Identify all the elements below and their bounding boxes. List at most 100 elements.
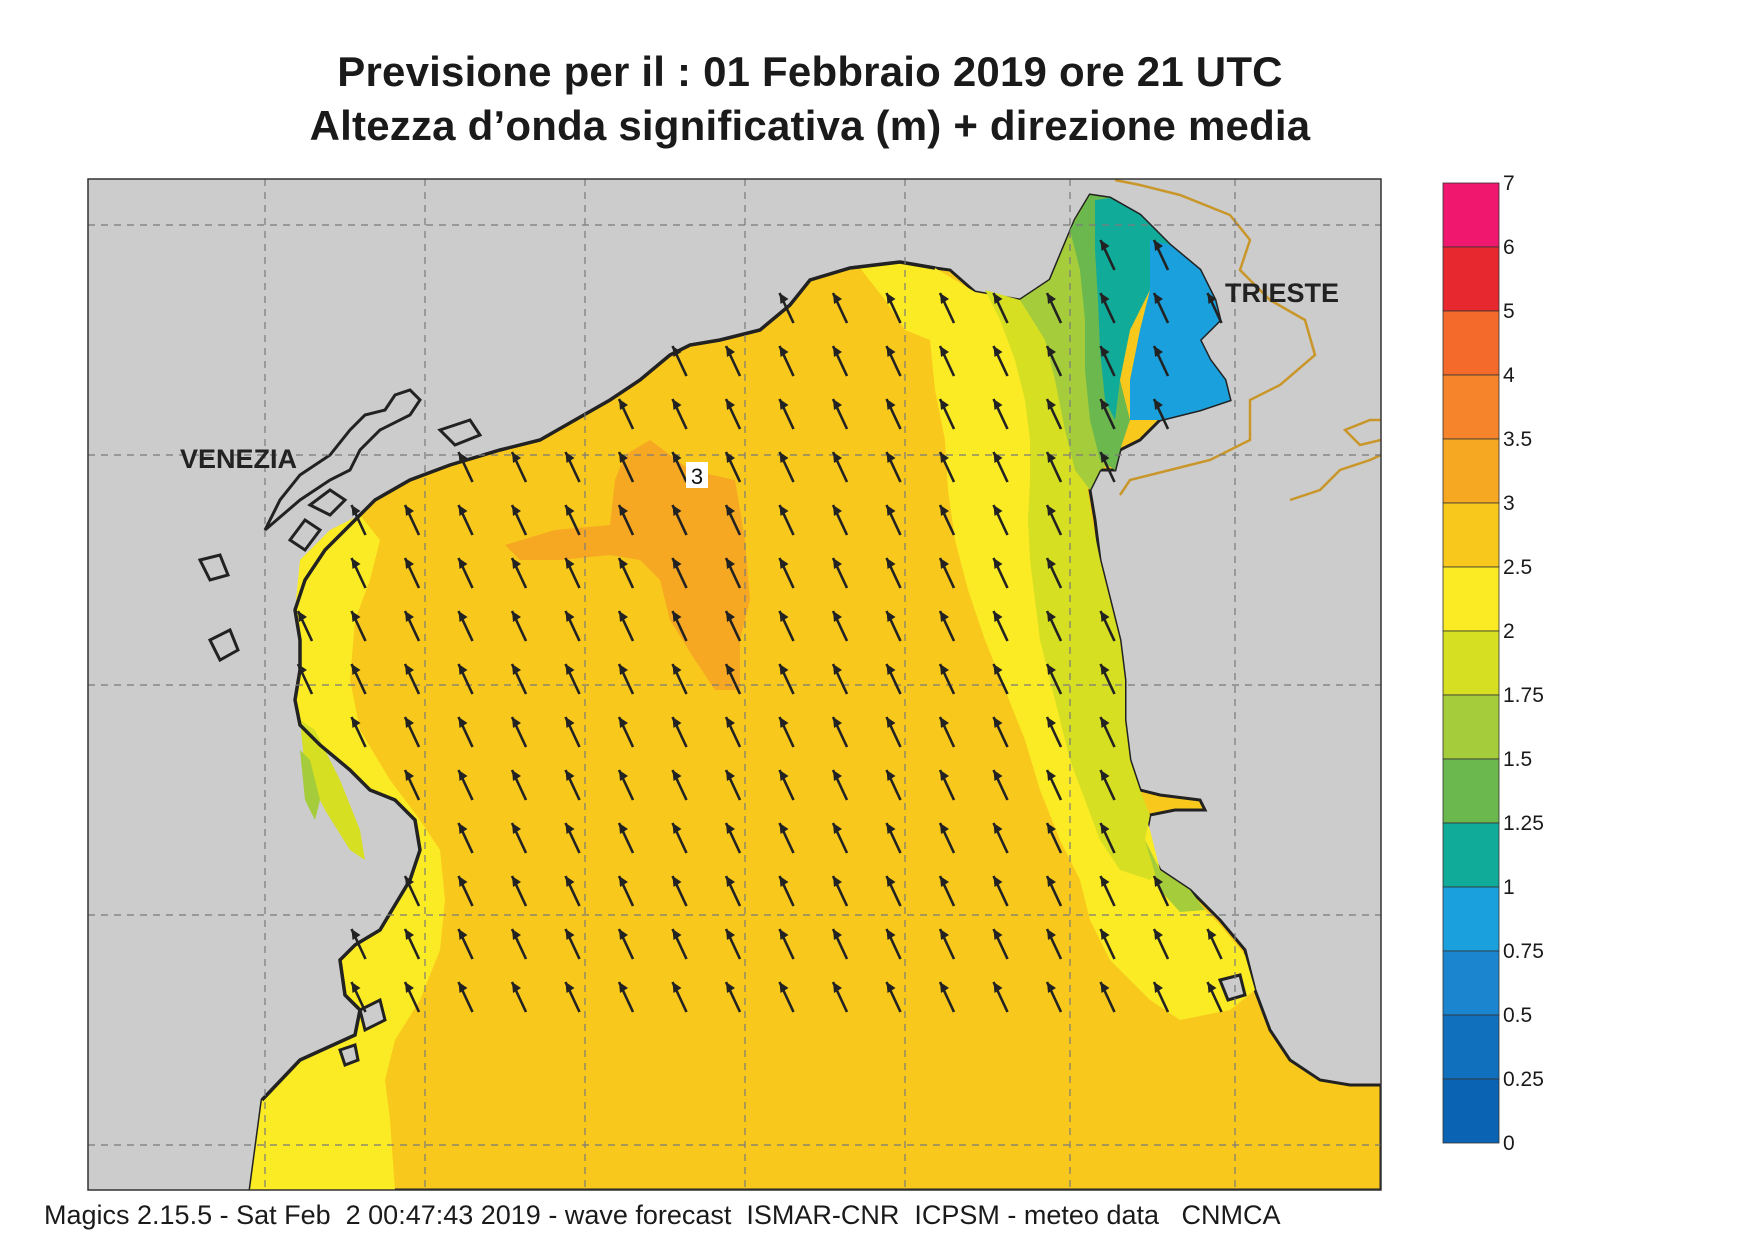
direction-arrow-head <box>886 399 896 410</box>
colorbar-swatch <box>1442 886 1500 952</box>
direction-arrow-head <box>1047 664 1056 675</box>
direction-arrow-head <box>405 770 414 781</box>
direction-arrow-head <box>726 505 735 516</box>
direction-arrow-head <box>1047 876 1056 887</box>
direction-arrow-head <box>940 664 949 675</box>
colorbar-swatch <box>1442 1014 1500 1080</box>
direction-arrow-head <box>940 770 949 781</box>
direction-arrow-head <box>940 452 949 463</box>
direction-arrow-head <box>833 346 842 357</box>
direction-arrow-head <box>940 611 949 622</box>
colorbar-label: 5 <box>1503 300 1515 323</box>
direction-arrow-head <box>512 982 521 993</box>
direction-arrow-head <box>993 664 1003 675</box>
direction-arrow-head <box>993 982 1003 993</box>
direction-arrow-head <box>405 982 414 993</box>
direction-arrow-head <box>726 770 735 781</box>
footer-credits: Magics 2.15.5 - Sat Feb 2 00:47:43 2019 … <box>44 1200 1281 1230</box>
direction-arrow-head <box>779 823 789 834</box>
direction-arrow-head <box>672 558 682 569</box>
direction-arrow-head <box>779 717 789 728</box>
direction-arrow-head <box>405 876 414 887</box>
direction-arrow-head <box>1154 399 1163 410</box>
direction-arrow-head <box>1100 982 1110 993</box>
direction-arrow-head <box>565 876 575 887</box>
direction-arrow-head <box>779 452 789 463</box>
direction-arrow-head <box>512 929 521 940</box>
direction-arrow-head <box>1100 399 1110 410</box>
direction-arrow-head <box>1100 611 1110 622</box>
direction-arrow-head <box>1154 982 1163 993</box>
direction-arrow-head <box>940 929 949 940</box>
colorbar-label: 2.5 <box>1503 556 1532 579</box>
direction-arrow-head <box>351 717 361 728</box>
sea-1p5-west <box>300 750 320 820</box>
direction-arrow-head <box>993 876 1003 887</box>
colorbar-swatch <box>1442 374 1500 440</box>
sea-2-2p5-north <box>860 262 940 340</box>
direction-arrow-head <box>298 611 307 622</box>
wave-direction-arrows <box>296 239 1223 1013</box>
sea-1p75-2-east <box>985 280 1160 880</box>
direction-arrow-head <box>1100 876 1110 887</box>
direction-arrow-head <box>512 505 521 516</box>
direction-arrow-head <box>1207 293 1217 304</box>
direction-arrow-head <box>1100 770 1110 781</box>
colorbar-swatch <box>1442 246 1500 312</box>
direction-arrow-head <box>1047 717 1056 728</box>
direction-arrow-head <box>458 823 468 834</box>
direction-arrow-head <box>993 558 1003 569</box>
direction-arrow-head <box>726 452 735 463</box>
colorbar-label: 0.5 <box>1503 1004 1532 1027</box>
colorbar: 7 6 5 4 3.5 3 2.5 2 1.75 1.5 1.25 1 0.75 0.5 0.25 0 <box>1442 172 1544 1155</box>
colorbar-swatch <box>1442 502 1500 568</box>
direction-arrow-head <box>405 664 414 675</box>
direction-arrow-head <box>512 664 521 675</box>
direction-arrow-head <box>619 770 628 781</box>
direction-arrow-head <box>993 399 1003 410</box>
direction-arrow-head <box>405 505 414 516</box>
direction-arrow-head <box>1100 293 1110 304</box>
direction-arrow-head <box>565 929 575 940</box>
direction-arrow-head <box>833 399 842 410</box>
direction-arrow-head <box>565 452 575 463</box>
contour-label: 3 <box>691 464 703 489</box>
direction-arrow-head <box>779 505 789 516</box>
colorbar-swatch <box>1442 438 1500 504</box>
direction-arrow-head <box>833 558 842 569</box>
direction-arrow-head <box>886 505 896 516</box>
direction-arrow-head <box>672 505 682 516</box>
direction-arrow-head <box>619 823 628 834</box>
direction-arrow-head <box>351 664 361 675</box>
direction-arrow-head <box>565 558 575 569</box>
direction-arrow-head <box>940 558 949 569</box>
colorbar-swatch <box>1442 758 1500 824</box>
direction-arrow-head <box>1154 876 1163 887</box>
direction-arrow-head <box>833 876 842 887</box>
direction-arrow-head <box>672 982 682 993</box>
direction-arrow-head <box>726 346 735 357</box>
direction-arrow-head <box>886 876 896 887</box>
direction-arrow-head <box>619 611 628 622</box>
direction-arrow-head <box>619 717 628 728</box>
direction-arrow-head <box>779 611 789 622</box>
direction-arrow-head <box>672 823 682 834</box>
direction-arrow-head <box>993 611 1003 622</box>
direction-arrow-head <box>672 770 682 781</box>
direction-arrow-head <box>726 558 735 569</box>
direction-arrow-head <box>886 929 896 940</box>
border-line-east-2 <box>1342 418 1381 447</box>
direction-arrow-head <box>1047 346 1056 357</box>
colorbar-label: 6 <box>1503 236 1515 259</box>
colorbar-label: 2 <box>1503 620 1515 643</box>
direction-arrow-head <box>833 664 842 675</box>
direction-arrow-head <box>672 664 682 675</box>
direction-arrow-head <box>458 505 468 516</box>
direction-arrow-head <box>726 611 735 622</box>
direction-arrow-head <box>779 293 789 304</box>
direction-arrow-head <box>1100 346 1110 357</box>
city-label-trieste: TRIESTE <box>1225 278 1339 308</box>
direction-arrow-head <box>458 876 468 887</box>
direction-arrow-head <box>512 876 521 887</box>
direction-arrow-head <box>886 558 896 569</box>
